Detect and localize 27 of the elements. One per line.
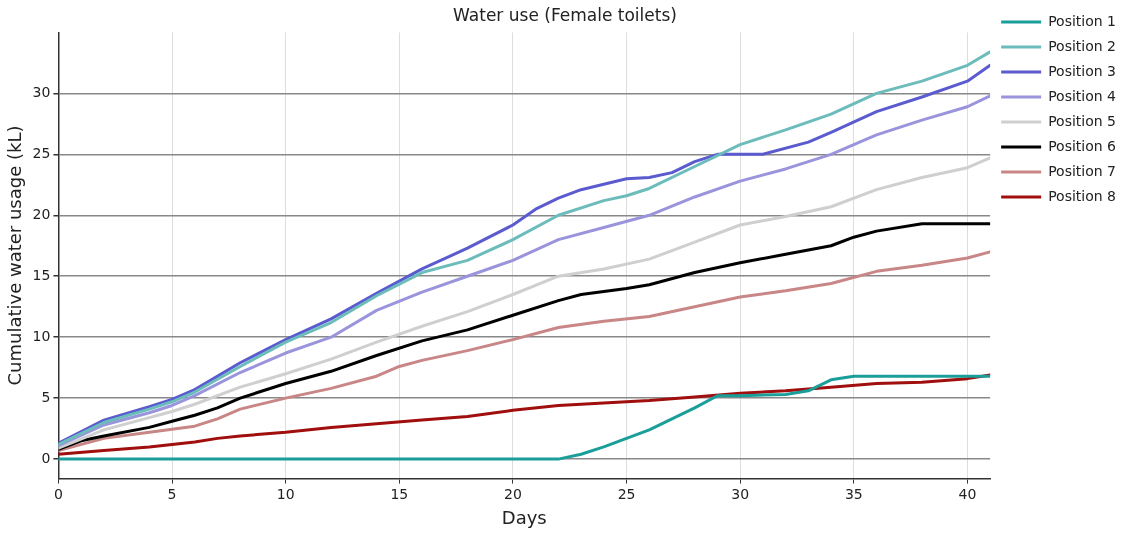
legend-label: Position 2 [1048, 37, 1117, 54]
x-axis-title: Days [501, 506, 547, 528]
x-tick-label: 15 [390, 485, 409, 502]
legend-label: Position 3 [1048, 62, 1117, 79]
x-tick-label: 20 [504, 485, 522, 502]
x-tick-label: 5 [167, 485, 177, 502]
x-tick-label: 30 [731, 485, 750, 502]
x-tick-label: 35 [844, 485, 863, 502]
y-axis-title: Cumulative water usage (kL) [4, 125, 26, 386]
x-tick-label: 10 [276, 485, 295, 502]
legend-label: Position 7 [1048, 162, 1117, 179]
y-tick-label: 0 [41, 449, 51, 466]
legend-label: Position 1 [1048, 12, 1117, 29]
x-tick-label: 40 [958, 485, 977, 502]
y-tick-label: 10 [32, 327, 51, 344]
y-tick-label: 15 [32, 266, 51, 283]
x-tick-label: 0 [53, 485, 63, 502]
chart-title: Water use (Female toilets) [453, 4, 677, 25]
legend-label: Position 6 [1048, 137, 1117, 154]
x-tick-label: 25 [617, 485, 636, 502]
legend-label: Position 8 [1048, 187, 1117, 204]
y-tick-label: 25 [32, 144, 51, 161]
y-tick-label: 30 [32, 84, 51, 100]
y-tick-label: 5 [41, 388, 51, 405]
y-tick-label: 20 [32, 205, 51, 222]
legend-label: Position 4 [1048, 87, 1117, 104]
legend-label: Position 5 [1048, 112, 1117, 129]
